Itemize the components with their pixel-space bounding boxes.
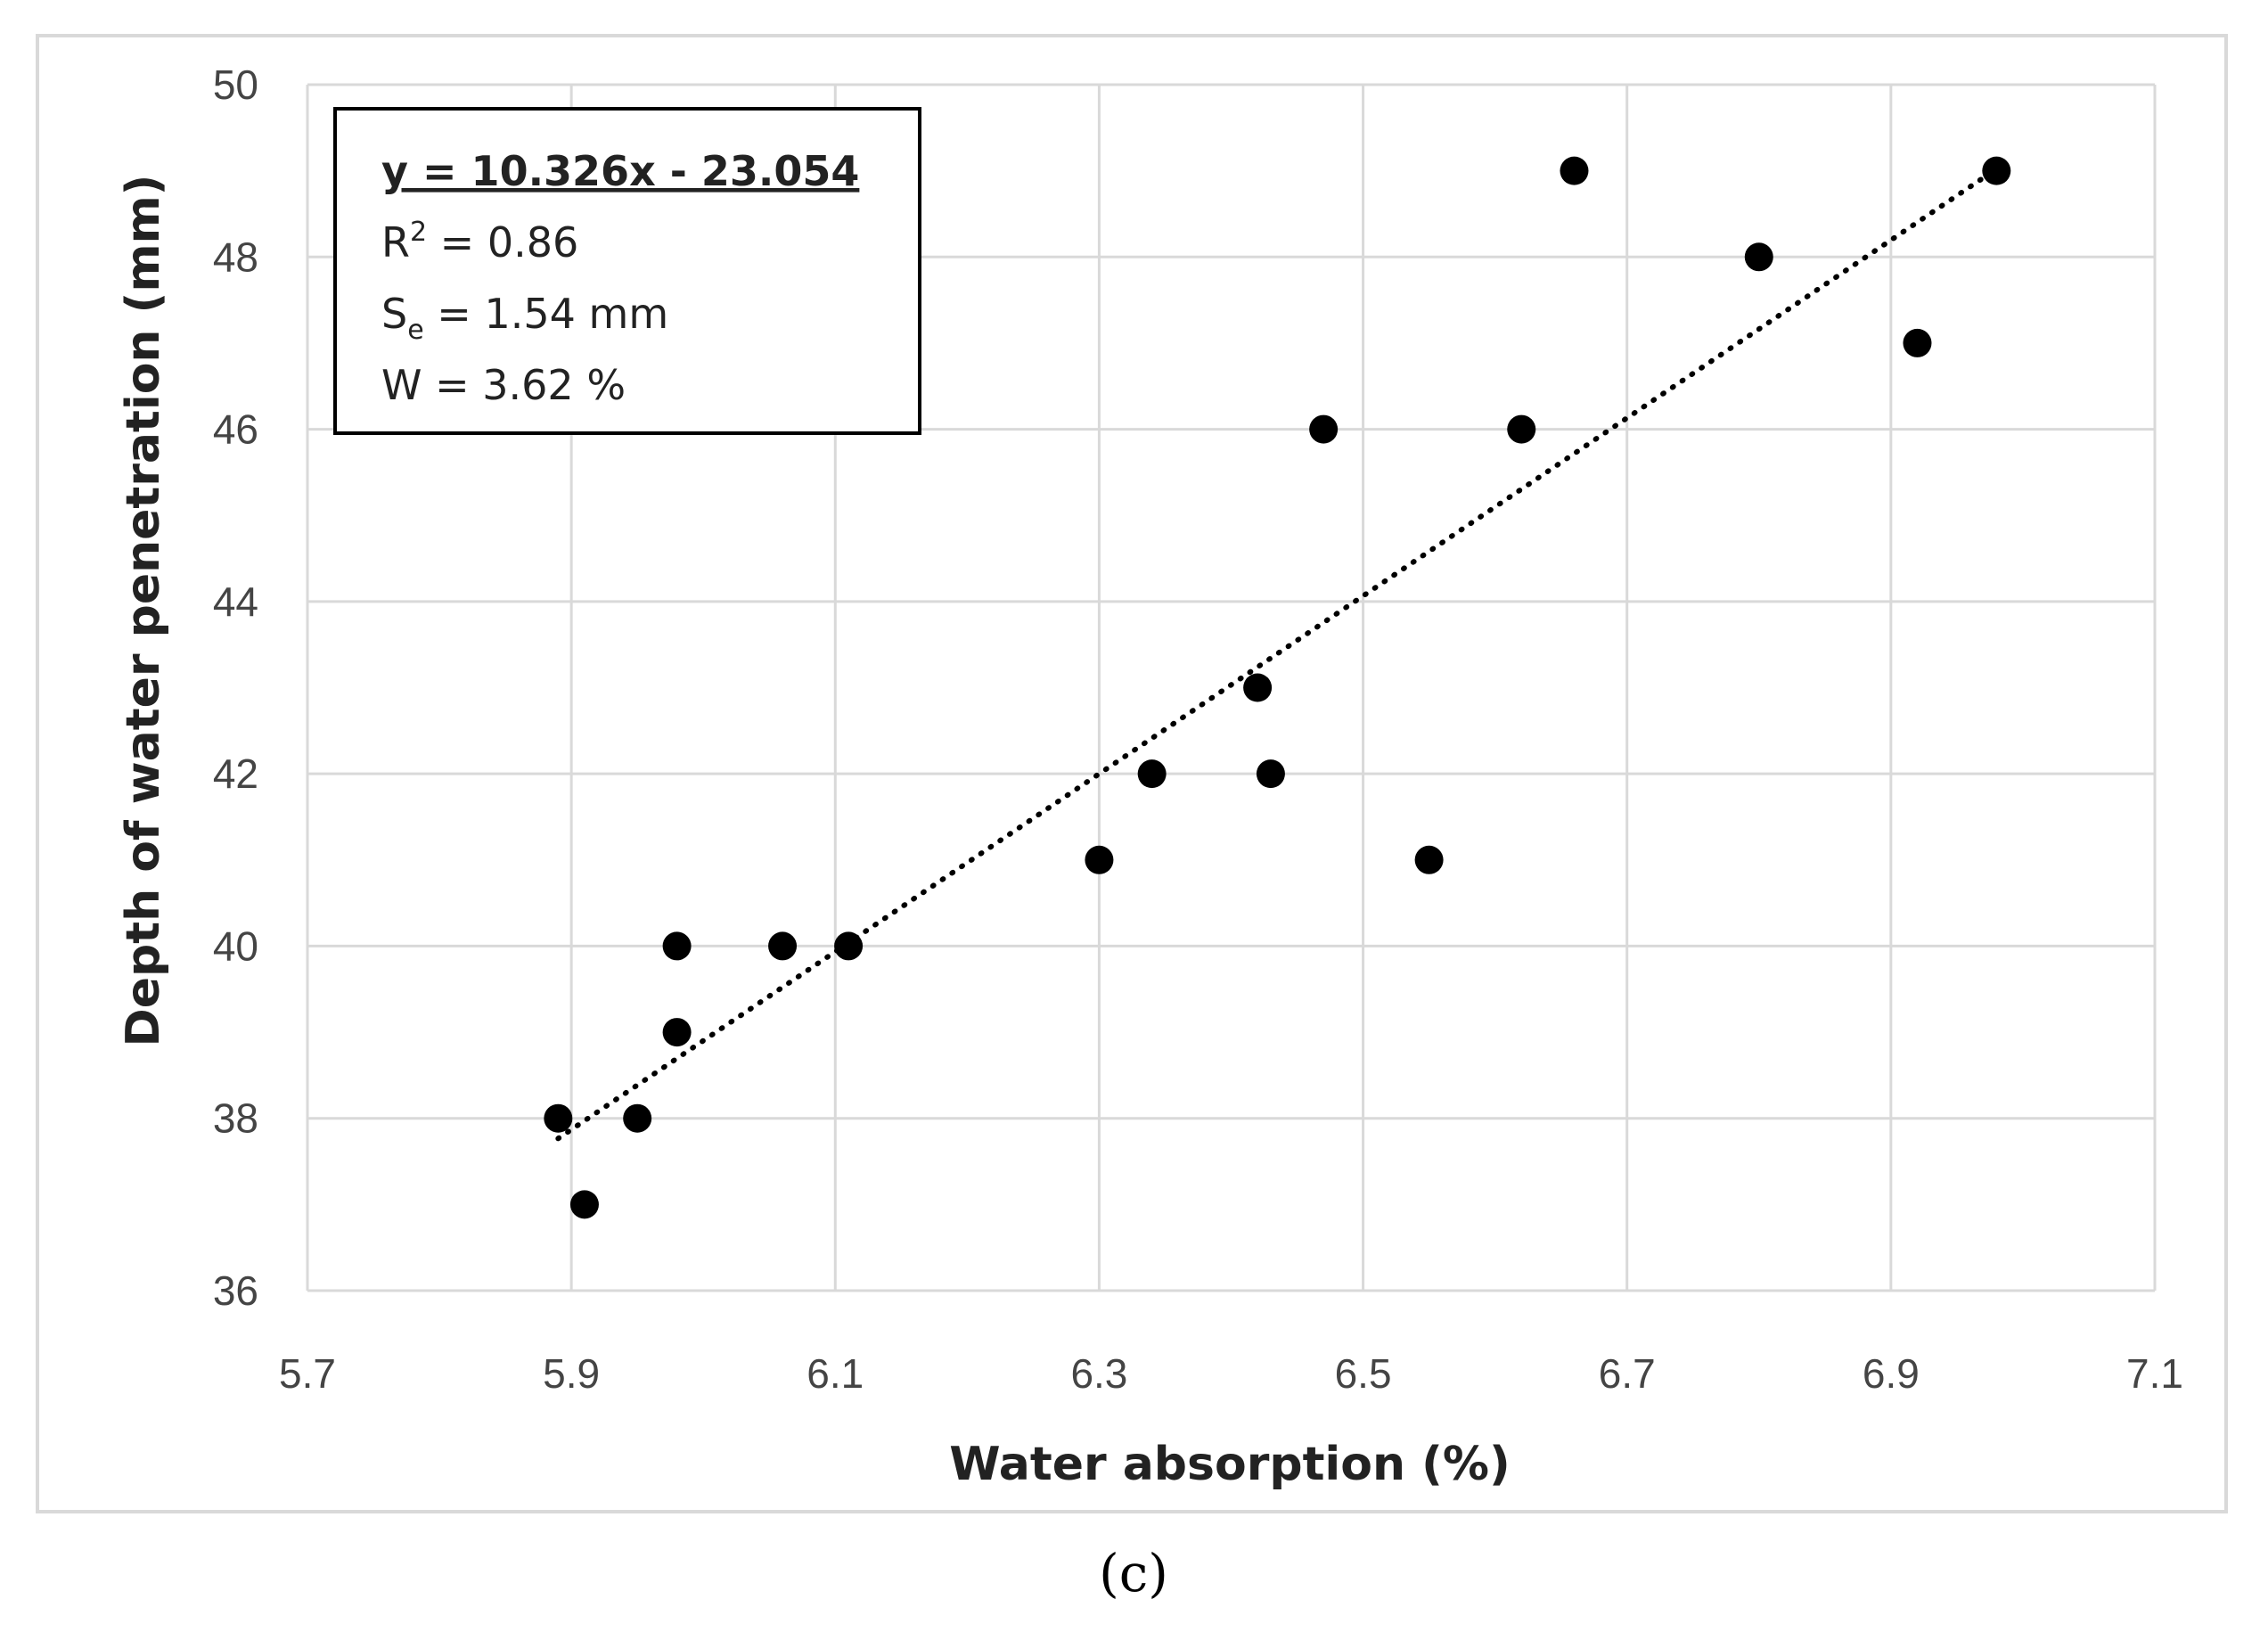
equation-text: y = 10.326x - 23.054	[381, 147, 859, 195]
equation-box: y = 10.326x - 23.054 R2 = 0.86 Se = 1.54…	[333, 107, 921, 435]
y-tick-label: 42	[213, 750, 258, 797]
data-point	[1414, 845, 1444, 874]
x-tick-label: 6.3	[1070, 1350, 1127, 1397]
y-tick-label: 50	[213, 62, 258, 108]
y-tick-label: 46	[213, 406, 258, 453]
data-point	[662, 931, 692, 961]
data-point	[1137, 759, 1167, 789]
data-point	[1507, 414, 1536, 444]
w-text: W = 3.62 %	[381, 361, 626, 409]
x-tick-label: 7.1	[2126, 1350, 2183, 1397]
data-point	[1982, 156, 2011, 185]
data-point	[1744, 242, 1773, 272]
x-axis-title: Water absorption (%)	[949, 1438, 1510, 1491]
data-point	[1309, 414, 1339, 444]
se-value: = 1.54 mm	[424, 290, 668, 338]
data-points	[544, 156, 2011, 1219]
data-point	[623, 1103, 652, 1133]
r2-prefix: R	[381, 218, 410, 267]
y-tick-label: 36	[213, 1267, 258, 1314]
x-tick-label: 6.7	[1599, 1350, 1656, 1397]
se-subscript: e	[407, 315, 423, 346]
panel-label: (c)	[1099, 1543, 1168, 1603]
data-point	[834, 931, 864, 961]
y-tick-label: 48	[213, 234, 258, 280]
se-prefix: S	[381, 290, 407, 338]
standard-error-text: Se = 1.54 mm	[381, 290, 668, 346]
data-point	[544, 1103, 573, 1133]
r2-superscript: 2	[410, 217, 427, 248]
data-point	[1243, 673, 1273, 702]
x-tick-label: 6.9	[1863, 1350, 1920, 1397]
data-point	[1256, 759, 1285, 789]
data-point	[1085, 845, 1114, 874]
r-squared-text: R2 = 0.86	[381, 217, 578, 267]
x-tick-label: 5.7	[279, 1350, 336, 1397]
trendline	[555, 166, 2000, 1142]
equation-box-border	[333, 107, 921, 435]
data-point	[662, 1018, 692, 1047]
trendline-group	[555, 166, 2000, 1142]
data-point	[1903, 328, 1932, 357]
data-point	[768, 931, 798, 961]
x-tick-label: 6.5	[1335, 1350, 1392, 1397]
x-tick-label: 6.1	[806, 1350, 864, 1397]
y-tick-labels: 36 38 40 42 44 46 48 50	[213, 62, 258, 1314]
data-point	[569, 1190, 599, 1219]
x-tick-labels: 5.7 5.9 6.1 6.3 6.5 6.7 6.9 7.1	[279, 1350, 2183, 1397]
y-axis-title: Depth of water penetration (mm)	[117, 175, 170, 1047]
data-point	[1560, 156, 1589, 185]
y-tick-label: 40	[213, 923, 258, 969]
y-tick-label: 44	[213, 578, 258, 625]
x-tick-label: 5.9	[543, 1350, 600, 1397]
r2-value: = 0.86	[427, 218, 578, 267]
y-tick-label: 38	[213, 1095, 258, 1142]
